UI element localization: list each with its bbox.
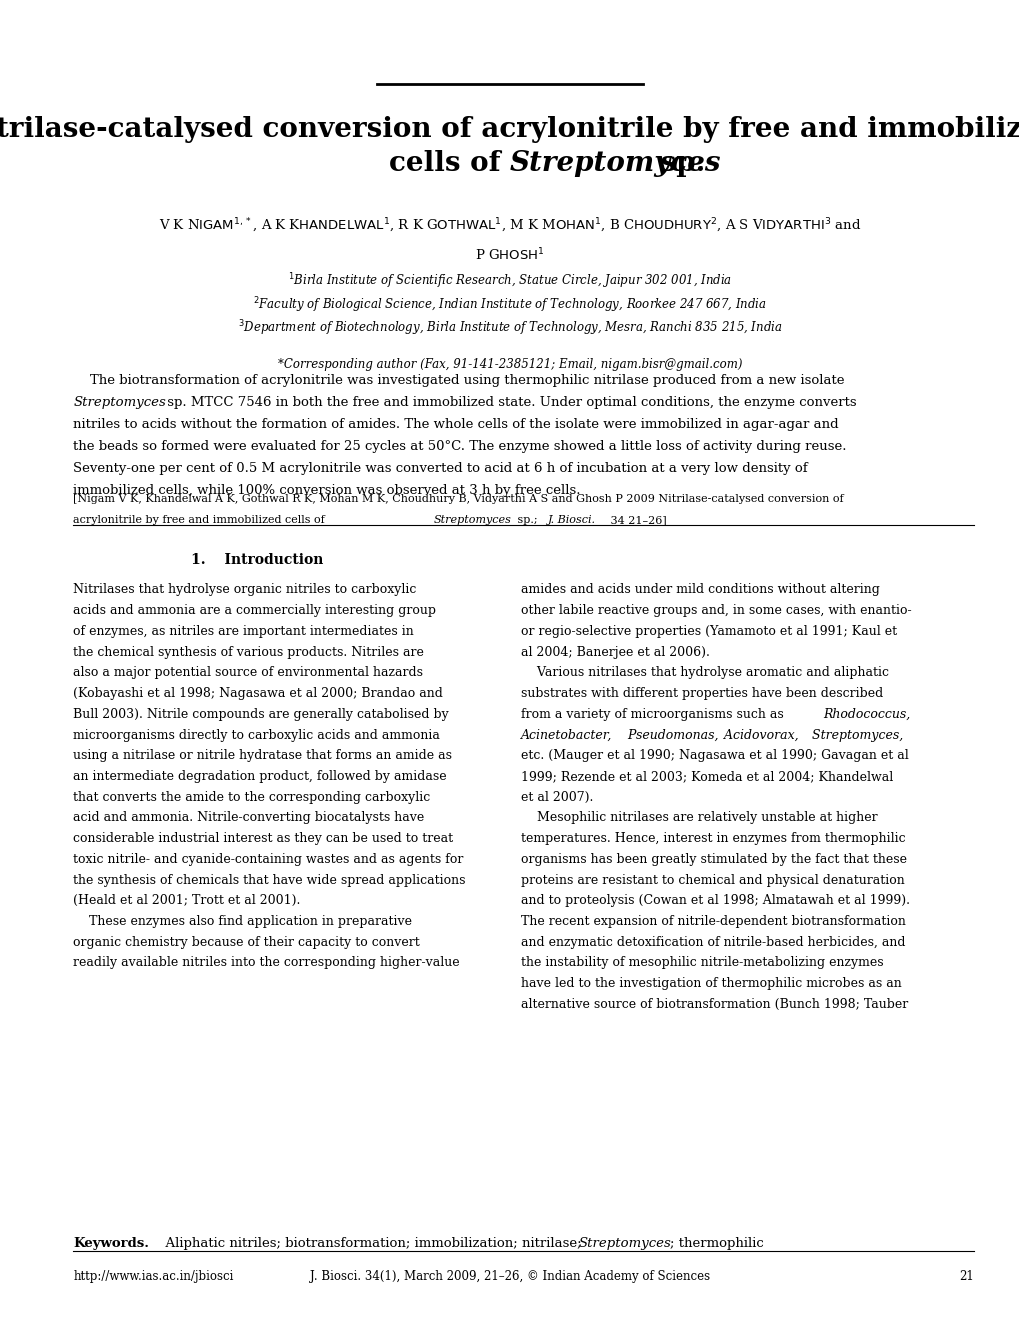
- Text: acrylonitrile by free and immobilized cells of: acrylonitrile by free and immobilized ce…: [73, 515, 328, 525]
- Text: Streptomyces: Streptomyces: [578, 1237, 671, 1250]
- Text: Aliphatic nitriles; biotransformation; immobilization; nitrilase;: Aliphatic nitriles; biotransformation; i…: [157, 1237, 585, 1250]
- Text: et al 2007).: et al 2007).: [521, 791, 593, 804]
- Text: using a nitrilase or nitrile hydratase that forms an amide as: using a nitrilase or nitrile hydratase t…: [73, 750, 452, 762]
- Text: (Heald et al 2001; Trott et al 2001).: (Heald et al 2001; Trott et al 2001).: [73, 895, 301, 907]
- Text: substrates with different properties have been described: substrates with different properties hav…: [521, 686, 882, 700]
- Text: 1999; Rezende et al 2003; Komeda et al 2004; Khandelwal: 1999; Rezende et al 2003; Komeda et al 2…: [521, 770, 893, 783]
- Text: P G$\mathrm{HOSH}^{1}$: P G$\mathrm{HOSH}^{1}$: [475, 247, 544, 263]
- Text: J. Biosci.: J. Biosci.: [547, 515, 595, 525]
- Text: the chemical synthesis of various products. Nitriles are: the chemical synthesis of various produc…: [73, 645, 424, 659]
- Text: Nitrilase-catalysed conversion of acrylonitrile by free and immobilized: Nitrilase-catalysed conversion of acrylo…: [0, 116, 1019, 143]
- Text: also a major potential source of environmental hazards: also a major potential source of environ…: [73, 667, 423, 680]
- Text: sp.;: sp.;: [514, 515, 541, 525]
- Text: These enzymes also find application in preparative: These enzymes also find application in p…: [73, 915, 412, 928]
- Text: Pseudomonas,: Pseudomonas,: [624, 729, 718, 742]
- Text: Streptomyces: Streptomyces: [510, 150, 720, 177]
- Text: Nitrilases that hydrolyse organic nitriles to carboxylic: Nitrilases that hydrolyse organic nitril…: [73, 583, 417, 597]
- Text: that converts the amide to the corresponding carboxylic: that converts the amide to the correspon…: [73, 791, 430, 804]
- Text: $^{3}$Department of Biotechnology, Birla Institute of Technology, Mesra, Ranchi : $^{3}$Department of Biotechnology, Birla…: [237, 319, 782, 338]
- Text: considerable industrial interest as they can be used to treat: considerable industrial interest as they…: [73, 832, 453, 845]
- Text: sp.: sp.: [650, 150, 704, 177]
- Text: Seventy-one per cent of 0.5 M acrylonitrile was converted to acid at 6 h of incu: Seventy-one per cent of 0.5 M acrylonitr…: [73, 462, 807, 475]
- Text: Streptomyces,: Streptomyces,: [807, 729, 902, 742]
- Text: and enzymatic detoxification of nitrile-based herbicides, and: and enzymatic detoxification of nitrile-…: [521, 936, 905, 949]
- Text: and to proteolysis (Cowan et al 1998; Almatawah et al 1999).: and to proteolysis (Cowan et al 1998; Al…: [521, 895, 909, 907]
- Text: temperatures. Hence, interest in enzymes from thermophilic: temperatures. Hence, interest in enzymes…: [521, 832, 905, 845]
- Text: Keywords.: Keywords.: [73, 1237, 150, 1250]
- Text: proteins are resistant to chemical and physical denaturation: proteins are resistant to chemical and p…: [521, 874, 904, 887]
- Text: Mesophilic nitrilases are relatively unstable at higher: Mesophilic nitrilases are relatively uns…: [521, 812, 877, 825]
- Text: amides and acids under mild conditions without altering: amides and acids under mild conditions w…: [521, 583, 879, 597]
- Text: Various nitrilases that hydrolyse aromatic and aliphatic: Various nitrilases that hydrolyse aromat…: [521, 667, 889, 680]
- Text: $^{2}$Faculty of Biological Science, Indian Institute of Technology, Roorkee 247: $^{2}$Faculty of Biological Science, Ind…: [253, 296, 766, 314]
- Text: organic chemistry because of their capacity to convert: organic chemistry because of their capac…: [73, 936, 420, 949]
- Text: from a variety of microorganisms such as: from a variety of microorganisms such as: [521, 708, 788, 721]
- Text: Acidovorax,: Acidovorax,: [719, 729, 798, 742]
- Text: nitriles to acids without the formation of amides. The whole cells of the isolat: nitriles to acids without the formation …: [73, 418, 839, 430]
- Text: http://www.ias.ac.in/jbiosci: http://www.ias.ac.in/jbiosci: [73, 1270, 233, 1283]
- Text: of enzymes, as nitriles are important intermediates in: of enzymes, as nitriles are important in…: [73, 624, 414, 638]
- Text: an intermediate degradation product, followed by amidase: an intermediate degradation product, fol…: [73, 770, 446, 783]
- Text: toxic nitrile- and cyanide-containing wastes and as agents for: toxic nitrile- and cyanide-containing wa…: [73, 853, 464, 866]
- Text: The biotransformation of acrylonitrile was investigated using thermophilic nitri: The biotransformation of acrylonitrile w…: [73, 374, 844, 387]
- Text: the synthesis of chemicals that have wide spread applications: the synthesis of chemicals that have wid…: [73, 874, 466, 887]
- Text: ; thermophilic: ; thermophilic: [669, 1237, 763, 1250]
- Text: alternative source of biotransformation (Bunch 1998; Tauber: alternative source of biotransformation …: [521, 998, 908, 1011]
- Text: Rhodococcus,: Rhodococcus,: [822, 708, 910, 721]
- Text: acids and ammonia are a commercially interesting group: acids and ammonia are a commercially int…: [73, 605, 436, 618]
- Text: (Kobayashi et al 1998; Nagasawa et al 2000; Brandao and: (Kobayashi et al 1998; Nagasawa et al 20…: [73, 686, 443, 700]
- Text: al 2004; Banerjee et al 2006).: al 2004; Banerjee et al 2006).: [521, 645, 709, 659]
- Text: J. Biosci. 34(1), March 2009, 21–26, © Indian Academy of Sciences: J. Biosci. 34(1), March 2009, 21–26, © I…: [310, 1270, 709, 1283]
- Text: V K N$\mathrm{IGAM}^{1,*}$, A K K$\mathrm{HANDELWAL}^{1}$, R K G$\mathrm{OTHWAL}: V K N$\mathrm{IGAM}^{1,*}$, A K K$\mathr…: [159, 216, 860, 235]
- Text: The recent expansion of nitrile-dependent biotransformation: The recent expansion of nitrile-dependen…: [521, 915, 905, 928]
- Text: 1.  Introduction: 1. Introduction: [191, 553, 323, 568]
- Text: organisms has been greatly stimulated by the fact that these: organisms has been greatly stimulated by…: [521, 853, 906, 866]
- Text: etc. (Mauger et al 1990; Nagasawa et al 1990; Gavagan et al: etc. (Mauger et al 1990; Nagasawa et al …: [521, 750, 908, 762]
- Text: have led to the investigation of thermophilic microbes as an: have led to the investigation of thermop…: [521, 977, 901, 990]
- Text: Acinetobacter,: Acinetobacter,: [521, 729, 612, 742]
- Text: Streptomyces: Streptomyces: [433, 515, 511, 525]
- Text: acid and ammonia. Nitrile-converting biocatalysts have: acid and ammonia. Nitrile-converting bio…: [73, 812, 424, 825]
- Text: Streptomyces: Streptomyces: [73, 396, 166, 409]
- Text: 21: 21: [959, 1270, 973, 1283]
- Text: 34 21–26]: 34 21–26]: [606, 515, 666, 525]
- Text: $^{1}$Birla Institute of Scientific Research, Statue Circle, Jaipur 302 001, Ind: $^{1}$Birla Institute of Scientific Rese…: [287, 272, 732, 290]
- Text: readily available nitriles into the corresponding higher-value: readily available nitriles into the corr…: [73, 957, 460, 969]
- Text: microorganisms directly to carboxylic acids and ammonia: microorganisms directly to carboxylic ac…: [73, 729, 440, 742]
- Text: other labile reactive groups and, in some cases, with enantio-: other labile reactive groups and, in som…: [521, 605, 911, 618]
- Text: [Nigam V K, Khandelwal A K, Gothwal R K, Mohan M K, Choudhury B, Vidyarthi A S a: [Nigam V K, Khandelwal A K, Gothwal R K,…: [73, 494, 844, 504]
- Text: cells of: cells of: [388, 150, 510, 177]
- Text: or regio-selective properties (Yamamoto et al 1991; Kaul et: or regio-selective properties (Yamamoto …: [521, 624, 897, 638]
- Text: *Corresponding author (Fax, 91-141-2385121; Email, nigam.bisr@gmail.com): *Corresponding author (Fax, 91-141-23851…: [277, 358, 742, 371]
- Text: the instability of mesophilic nitrile-metabolizing enzymes: the instability of mesophilic nitrile-me…: [521, 957, 883, 969]
- Text: sp. MTCC 7546 in both the free and immobilized state. Under optimal conditions, : sp. MTCC 7546 in both the free and immob…: [163, 396, 856, 409]
- Text: Bull 2003). Nitrile compounds are generally catabolised by: Bull 2003). Nitrile compounds are genera…: [73, 708, 448, 721]
- Text: immobilized cells, while 100% conversion was observed at 3 h by free cells.: immobilized cells, while 100% conversion…: [73, 484, 581, 498]
- Text: the beads so formed were evaluated for 25 cycles at 50°C. The enzyme showed a li: the beads so formed were evaluated for 2…: [73, 440, 846, 453]
